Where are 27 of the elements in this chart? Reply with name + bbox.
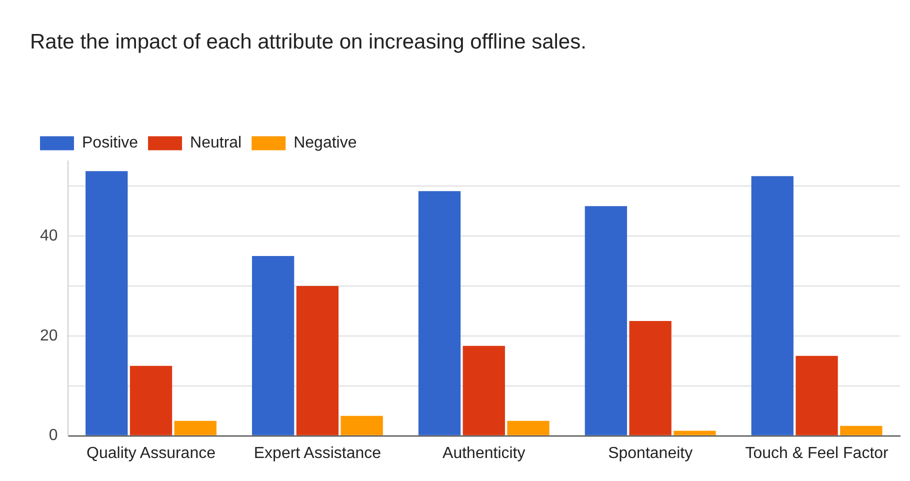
bar	[584, 206, 628, 436]
bar	[796, 356, 838, 436]
bar	[751, 176, 794, 436]
legend-label: Neutral	[190, 134, 242, 152]
x-tick-label: Quality Assurance	[86, 444, 216, 462]
bar	[418, 191, 461, 436]
x-tick-label: Touch & Feel Factor	[745, 444, 890, 462]
legend-label: Negative	[294, 134, 357, 152]
bar	[130, 366, 172, 436]
bar	[340, 416, 383, 436]
bar	[462, 346, 505, 436]
bar	[296, 286, 339, 436]
legend-label: Positive	[82, 134, 138, 152]
x-tick-label: Expert Assistance	[254, 444, 382, 462]
bar	[507, 420, 550, 436]
bar	[86, 171, 128, 436]
x-tick-label: Authenticity	[442, 444, 526, 462]
y-tick-label: 0	[48, 427, 58, 444]
bar	[252, 256, 294, 436]
chart-title: Rate the impact of each attribute on increasing offline sales.	[30, 30, 586, 54]
bar	[174, 420, 216, 436]
bar	[840, 426, 882, 436]
y-tick-label: 40	[40, 227, 58, 244]
y-tick-label: 20	[40, 327, 58, 344]
bar	[629, 320, 672, 436]
bar	[674, 430, 716, 436]
x-tick-label: Spontaneity	[608, 444, 693, 462]
